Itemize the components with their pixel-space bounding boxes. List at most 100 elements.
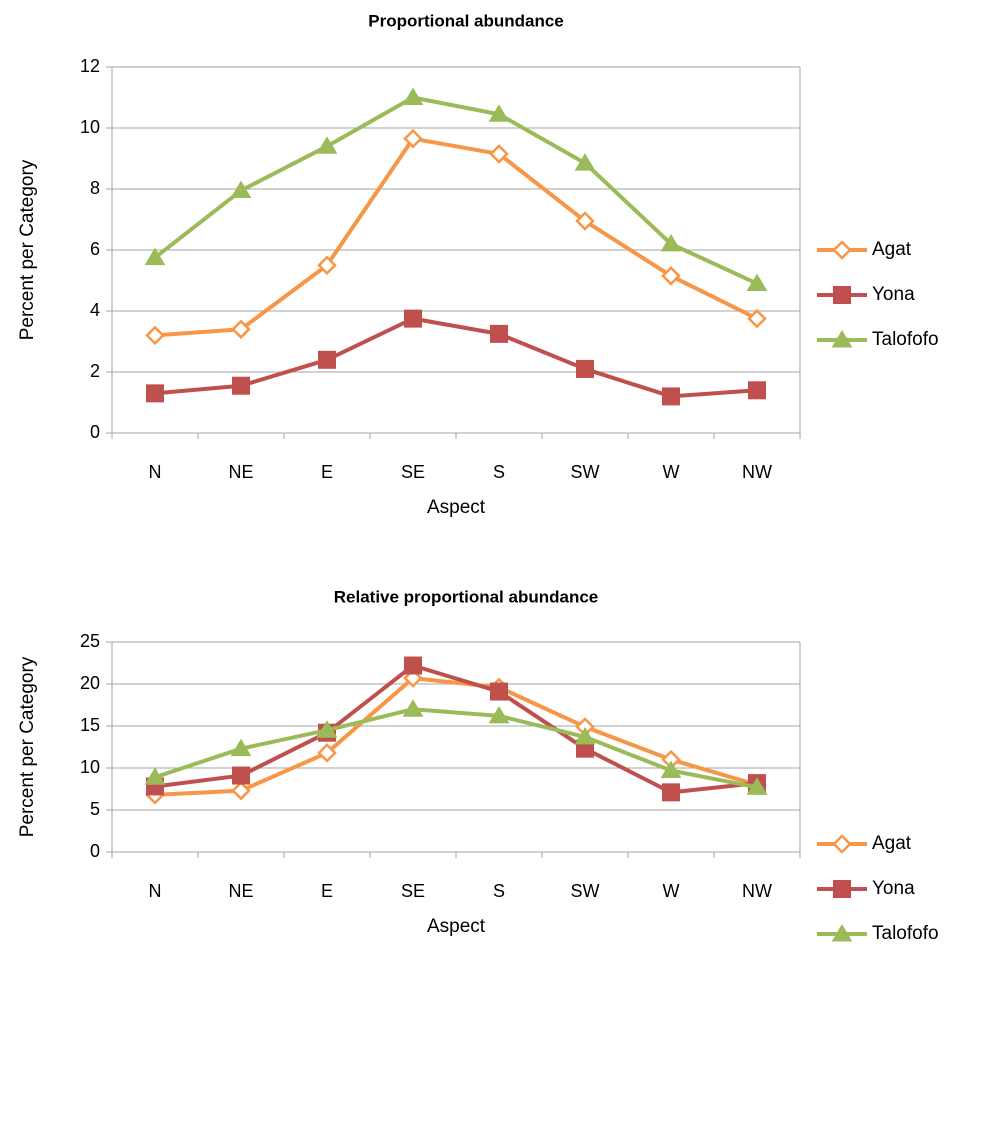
x-tick-label: SW bbox=[571, 881, 600, 901]
x-tick-label: W bbox=[663, 462, 680, 482]
series-line bbox=[154, 676, 758, 797]
series-yona bbox=[146, 309, 766, 406]
legend-item: Talofofo bbox=[817, 329, 939, 350]
data-point bbox=[576, 359, 594, 378]
series-line bbox=[154, 316, 758, 399]
data-point bbox=[662, 783, 680, 802]
series-line bbox=[154, 707, 758, 790]
data-point bbox=[662, 387, 680, 406]
y-tick-label: 0 bbox=[90, 841, 100, 861]
data-point bbox=[230, 180, 252, 199]
data-point bbox=[746, 273, 768, 292]
data-point bbox=[404, 309, 422, 328]
data-point bbox=[146, 384, 164, 403]
y-tick-label: 25 bbox=[80, 631, 100, 651]
x-tick-label: NW bbox=[742, 881, 772, 901]
legend-item: Agat bbox=[817, 833, 912, 854]
series-talofofo bbox=[144, 699, 768, 795]
data-point bbox=[144, 247, 166, 266]
y-tick-label: 2 bbox=[90, 361, 100, 381]
x-tick-label: SW bbox=[571, 462, 600, 482]
data-point bbox=[748, 381, 766, 400]
data-point bbox=[316, 136, 338, 154]
y-tick-label: 10 bbox=[80, 117, 100, 137]
y-tick-label: 20 bbox=[80, 673, 100, 693]
legend-marker bbox=[833, 880, 851, 898]
chart-title: Relative proportional abundance bbox=[334, 587, 599, 606]
x-tick-label: NW bbox=[742, 462, 772, 482]
x-tick-label: SE bbox=[401, 462, 425, 482]
data-point bbox=[490, 682, 508, 701]
legend-marker bbox=[832, 240, 852, 260]
legend-label: Yona bbox=[872, 284, 915, 305]
data-point bbox=[660, 233, 682, 252]
y-tick-label: 4 bbox=[90, 300, 100, 320]
legend-label: Talofofo bbox=[872, 329, 939, 350]
y-axis-label: Percent per Category bbox=[17, 656, 38, 837]
legend-label: Talofofo bbox=[872, 923, 939, 944]
data-point bbox=[403, 128, 423, 149]
x-axis-label: Aspect bbox=[427, 497, 486, 518]
legend: Agat Yona Talofofo bbox=[817, 833, 939, 944]
data-point bbox=[232, 766, 250, 785]
data-point bbox=[746, 777, 768, 795]
y-tick-label: 6 bbox=[90, 239, 100, 259]
data-point bbox=[316, 720, 338, 738]
y-tick-label: 10 bbox=[80, 757, 100, 777]
data-point bbox=[317, 743, 337, 763]
legend-marker bbox=[831, 330, 853, 348]
data-point bbox=[317, 255, 337, 276]
x-tick-label: E bbox=[321, 462, 333, 482]
series-line bbox=[154, 136, 758, 338]
data-point bbox=[574, 726, 596, 745]
series-yona bbox=[146, 656, 766, 802]
legend-item: Yona bbox=[817, 284, 915, 305]
x-tick-label: E bbox=[321, 881, 333, 901]
x-tick-label: S bbox=[493, 881, 505, 901]
series-agat bbox=[145, 128, 767, 346]
data-point bbox=[231, 780, 251, 801]
y-tick-label: 12 bbox=[80, 56, 100, 76]
data-point bbox=[402, 87, 424, 105]
x-tick-label: NE bbox=[228, 462, 253, 482]
legend-item: Yona bbox=[817, 878, 915, 899]
data-point bbox=[402, 699, 424, 717]
data-point bbox=[660, 760, 682, 779]
data-point bbox=[661, 266, 681, 286]
legend-label: Agat bbox=[872, 833, 912, 854]
data-point bbox=[144, 767, 166, 785]
y-axis-label: Percent per Category bbox=[17, 159, 38, 340]
data-point bbox=[318, 350, 336, 369]
chart-1: Proportional abundance 0 2 4 6 8 10 12 N NE E SE S SW… bbox=[17, 11, 939, 518]
data-point bbox=[747, 308, 767, 329]
x-tick-label: NE bbox=[228, 881, 253, 901]
y-tick-label: 15 bbox=[80, 715, 100, 735]
data-point bbox=[232, 376, 250, 395]
chart-title: Proportional abundance bbox=[368, 11, 564, 30]
y-tick-label: 0 bbox=[90, 422, 100, 442]
legend-marker bbox=[833, 286, 851, 304]
data-point bbox=[145, 325, 165, 346]
legend-item: Talofofo bbox=[817, 923, 939, 944]
legend-marker bbox=[832, 834, 852, 854]
x-axis-label: Aspect bbox=[427, 916, 486, 937]
legend-item: Agat bbox=[817, 239, 912, 260]
x-tick-label: W bbox=[663, 881, 680, 901]
x-tick-label: SE bbox=[401, 881, 425, 901]
series-line bbox=[153, 95, 758, 286]
data-point bbox=[404, 656, 422, 675]
x-tick-label: N bbox=[149, 881, 162, 901]
legend-marker bbox=[831, 924, 853, 942]
y-tick-label: 8 bbox=[90, 178, 100, 198]
data-point bbox=[231, 319, 251, 340]
legend-label: Yona bbox=[872, 878, 915, 899]
series-line bbox=[154, 663, 758, 795]
series-talofofo bbox=[144, 87, 768, 292]
y-tick-label: 5 bbox=[90, 799, 100, 819]
data-point bbox=[489, 144, 509, 164]
data-point bbox=[490, 324, 508, 343]
legend: Agat Yona Talofofo bbox=[817, 239, 939, 350]
x-tick-label: N bbox=[149, 462, 162, 482]
data-point bbox=[230, 738, 252, 757]
